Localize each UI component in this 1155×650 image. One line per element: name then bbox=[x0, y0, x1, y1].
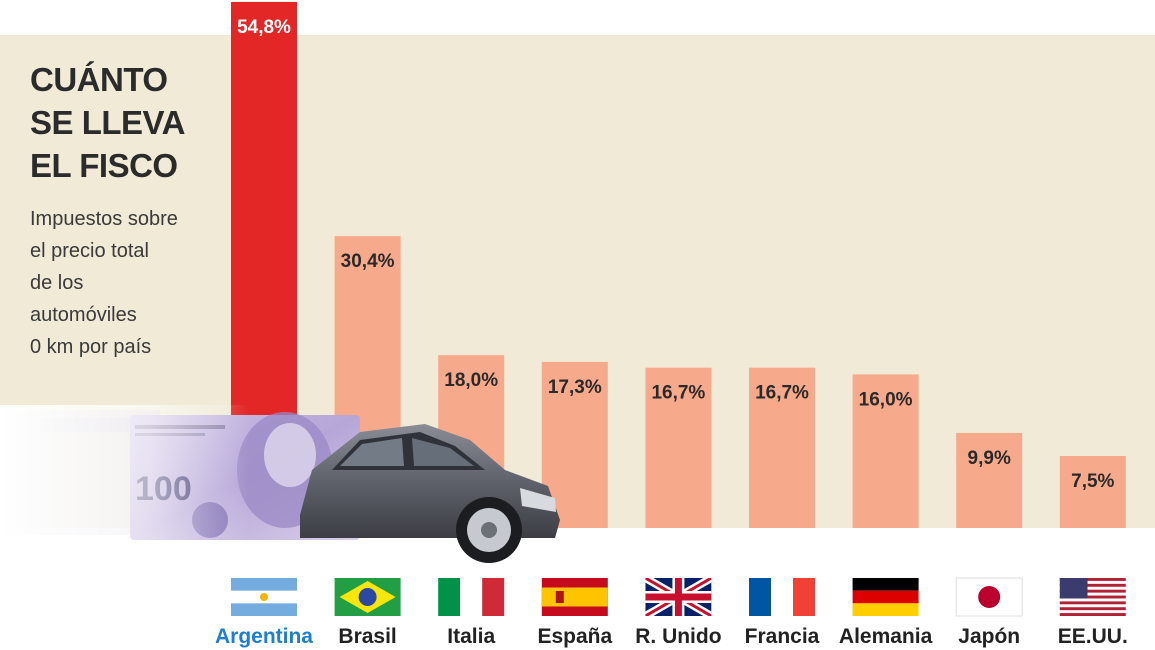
france-flag-icon bbox=[749, 578, 815, 616]
spain-flag-icon bbox=[541, 578, 608, 616]
germany-flag-icon bbox=[852, 578, 919, 616]
subtitle-line: Impuestos sobre bbox=[30, 208, 178, 230]
value-label: 7,5% bbox=[1071, 471, 1114, 492]
title-line: CUÁNTO bbox=[30, 61, 168, 98]
bar bbox=[956, 432, 1023, 528]
category-label: Argentina bbox=[215, 625, 313, 648]
argentina-flag-icon bbox=[231, 578, 297, 616]
subtitle-line: el precio total bbox=[30, 240, 149, 262]
category-label: Alemania bbox=[839, 625, 933, 648]
title-block: CUÁNTO SE LLEVA EL FISCO Impuestos sobre… bbox=[30, 58, 220, 363]
subtitle: Impuestos sobre el precio total de los a… bbox=[30, 203, 220, 363]
title-line: EL FISCO bbox=[30, 147, 178, 184]
value-label: 30,4% bbox=[341, 251, 395, 272]
bar bbox=[645, 367, 712, 528]
value-label: 16,7% bbox=[651, 383, 705, 404]
title-line: SE LLEVA bbox=[30, 104, 185, 141]
bar bbox=[852, 374, 919, 528]
japan-flag-icon bbox=[955, 577, 1023, 617]
category-label: Italia bbox=[447, 625, 495, 648]
banknote-car-illustration: 100 bbox=[0, 405, 560, 563]
brazil-flag-icon bbox=[334, 578, 401, 616]
uk-flag-icon bbox=[645, 578, 712, 616]
value-label: 18,0% bbox=[444, 370, 498, 391]
bar bbox=[1059, 456, 1126, 528]
subtitle-line: 0 km por país bbox=[30, 336, 152, 358]
value-label: 54,8% bbox=[237, 17, 291, 38]
category-label: EE.UU. bbox=[1058, 625, 1128, 648]
category-label: Brasil bbox=[338, 625, 396, 648]
value-label: 16,7% bbox=[755, 383, 809, 404]
subtitle-line: automóviles bbox=[30, 304, 137, 326]
category-label: Japón bbox=[958, 625, 1020, 648]
usa-flag-icon bbox=[1059, 578, 1126, 616]
value-label: 16,0% bbox=[859, 389, 913, 410]
bar bbox=[749, 367, 815, 528]
category-label: Francia bbox=[745, 625, 820, 648]
subtitle-line: de los bbox=[30, 272, 84, 294]
category-label: España bbox=[537, 625, 612, 648]
italy-flag-icon bbox=[438, 578, 505, 616]
value-label: 9,9% bbox=[968, 448, 1011, 469]
category-label: R. Unido bbox=[635, 625, 721, 648]
value-label: 17,3% bbox=[548, 377, 602, 398]
